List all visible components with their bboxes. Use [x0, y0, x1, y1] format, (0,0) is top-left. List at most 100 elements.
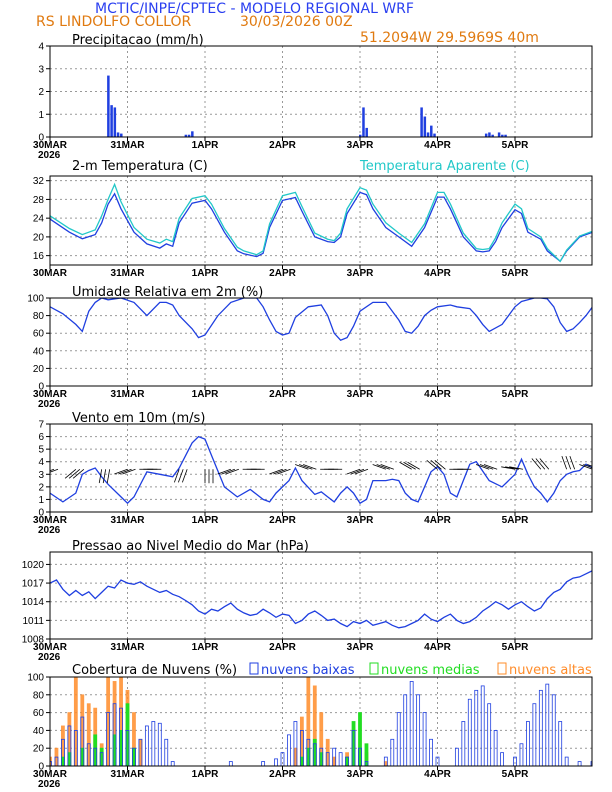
- precip-bar: [426, 132, 430, 137]
- y-tick-label: 1: [38, 110, 44, 121]
- x-tick-label: 1APR: [192, 140, 219, 151]
- plot-area: [50, 677, 592, 766]
- nuvens-baixas-bar: [558, 721, 563, 766]
- wind-barb: [565, 455, 572, 470]
- x-tick-label: 1APR: [192, 268, 219, 279]
- y-tick-label: 6: [38, 432, 44, 443]
- y-tick-label: 0: [38, 382, 44, 393]
- nuvens-medias-bar: [61, 756, 65, 766]
- y-tick-label: 4: [38, 457, 44, 468]
- y-tick-label: 24: [33, 214, 45, 225]
- nuvens-baixas-bar: [538, 689, 543, 766]
- year-label: 2026: [38, 779, 61, 790]
- nuvens-baixas-bar: [157, 722, 162, 766]
- panel-frame: [49, 676, 593, 767]
- nuvens-baixas-bar: [487, 703, 492, 766]
- wind-barb: [225, 468, 239, 475]
- panel-title: Umidade Relativa em 2m (%): [72, 285, 263, 300]
- panel-title: Precipitacao (mm/h): [72, 33, 204, 48]
- station-coords: 51.2094W 29.5969S 40m: [360, 30, 539, 46]
- panel-3: 0 20 40 60 80 100 30MAR 31MAR 1APR 2APR 3APR 4APR 5A…: [27, 285, 593, 410]
- nuvens-medias-bar: [319, 752, 324, 766]
- nuvens-baixas-bar: [325, 752, 330, 766]
- y-tick-label: 60: [33, 708, 45, 719]
- nuvens-baixas-bar: [358, 747, 362, 766]
- wind-barb: [118, 468, 132, 475]
- wind-barb: [380, 464, 394, 470]
- legend-label: nuvens altas: [509, 663, 592, 678]
- legend-swatch: [497, 662, 507, 675]
- x-tick-label: 3APR: [347, 769, 374, 780]
- x-tick-label: 1APR: [192, 515, 219, 526]
- year-label: 2026: [38, 399, 61, 410]
- nuvens-baixas-bar: [312, 743, 317, 766]
- nuvens-baixas-bar: [280, 752, 285, 766]
- y-tick-label: 28: [33, 195, 45, 206]
- wind-barb: [295, 464, 309, 470]
- wind-barb: [372, 464, 386, 470]
- x-tick-label: 30MAR: [33, 642, 68, 653]
- panel-1: 0 1 2 3 4 30MAR 31MAR 1APR 2APR 3APR 4APR 5APR 2026 P…: [33, 33, 593, 161]
- grid: [50, 424, 592, 512]
- y-tick-label: 100: [27, 294, 44, 305]
- precip-bar: [107, 75, 110, 137]
- y-tick-label: 32: [33, 176, 45, 187]
- run-date: 30/03/2026 00Z: [240, 14, 353, 30]
- grid: [50, 46, 592, 137]
- nuvens-baixas-bar: [319, 747, 324, 766]
- wind-barb: [122, 468, 136, 475]
- x-tick-label: 31MAR: [111, 140, 146, 151]
- nuvens-baixas-bar: [526, 721, 530, 766]
- legend-label: nuvens baixas: [261, 663, 355, 678]
- nuvens-baixas-bar: [390, 738, 395, 766]
- x-tick-label: 31MAR: [111, 389, 146, 400]
- x-tick-label: 2APR: [269, 515, 296, 526]
- nuvens-medias-bar: [119, 730, 123, 766]
- nuvens-baixas-bar: [228, 761, 233, 766]
- nuvens-baixas-bar: [293, 721, 298, 766]
- nuvens-medias-bar: [132, 747, 136, 766]
- nuvens-medias-bar: [112, 734, 117, 766]
- nuvens-baixas-bar: [519, 743, 524, 766]
- x-tick-label: 3APR: [347, 268, 374, 279]
- y-tick-label: 5: [38, 445, 44, 456]
- nuvens-baixas-bar: [164, 738, 169, 766]
- precip-bar: [359, 134, 362, 137]
- precip-bar: [116, 132, 120, 137]
- y-tick-label: 40: [33, 726, 45, 737]
- nuvens-baixas-bar: [86, 743, 91, 766]
- wind-barb: [354, 468, 369, 475]
- y-tick-label: 16: [33, 251, 45, 262]
- nuvens-baixas-bar: [480, 685, 485, 766]
- panel-4: 0 1 23 45 67 30MAR 31MAR 1APR 2APR 3APR 4APR 5APR 20…: [33, 411, 593, 536]
- wind-barb: [434, 459, 446, 470]
- wind-barb: [505, 466, 520, 470]
- y-tick-label: 80: [33, 311, 45, 322]
- wind-barb: [579, 464, 592, 470]
- nuvens-altas-bar: [312, 685, 317, 766]
- x-tick-label: 4APR: [424, 769, 451, 780]
- precip-bar: [491, 134, 494, 137]
- x-tick-label: 31MAR: [111, 769, 146, 780]
- x-tick-label: 2APR: [269, 769, 296, 780]
- nuvens-baixas-bar: [493, 730, 498, 766]
- wind-barb: [102, 469, 107, 484]
- wind-barb: [509, 466, 524, 470]
- wind-barb: [583, 464, 592, 469]
- precip-bar: [488, 132, 491, 137]
- plot-area: [107, 75, 507, 137]
- y-tick-label: 3: [38, 64, 44, 75]
- nuvens-medias-bar: [351, 721, 356, 766]
- grid: [50, 176, 592, 265]
- y-tick-label: 40: [33, 346, 45, 357]
- nuvens-baixas-bar: [461, 721, 466, 766]
- y-tick-label: 1020: [22, 560, 45, 571]
- series-line-1: [50, 435, 592, 505]
- wind-barb: [501, 466, 516, 470]
- nuvens-baixas-bar: [151, 721, 156, 766]
- precip-bar: [110, 105, 113, 137]
- wind-barb: [587, 464, 592, 467]
- wind-barb: [299, 464, 313, 470]
- nuvens-altas-bar: [293, 747, 298, 766]
- wind-barb: [273, 468, 287, 475]
